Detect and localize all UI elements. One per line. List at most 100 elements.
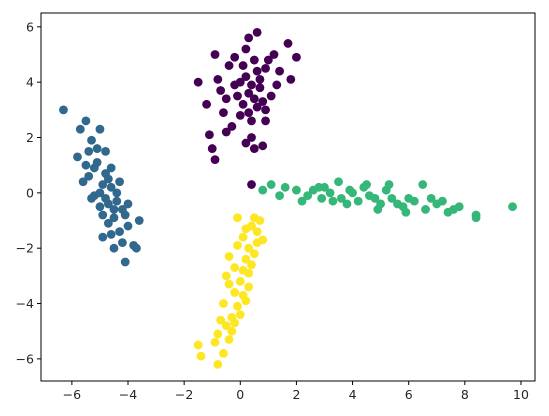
scatter-point bbox=[266, 91, 276, 101]
scatter-point bbox=[247, 133, 256, 142]
scatter-point bbox=[230, 52, 240, 62]
scatter-point bbox=[235, 110, 245, 120]
scatter-point bbox=[202, 99, 212, 109]
x-tick-label: 10 bbox=[513, 387, 529, 402]
scatter-point bbox=[266, 180, 276, 189]
scatter-point bbox=[258, 185, 268, 195]
scatter-point bbox=[84, 146, 94, 156]
scatter-point bbox=[249, 94, 259, 104]
y-tick-label: 2 bbox=[26, 130, 34, 145]
scatter-point bbox=[103, 174, 113, 184]
scatter-point bbox=[95, 202, 105, 212]
scatter-point bbox=[449, 205, 458, 214]
scatter-point bbox=[112, 196, 122, 206]
scatter-point bbox=[471, 213, 481, 223]
scatter-point bbox=[109, 243, 119, 253]
scatter-point bbox=[261, 105, 270, 115]
y-tick-label: −6 bbox=[16, 351, 34, 366]
scatter-point bbox=[115, 227, 124, 236]
scatter-point bbox=[221, 321, 231, 331]
scatter-point bbox=[98, 210, 108, 220]
y-tick-label: 0 bbox=[26, 185, 34, 200]
x-tick-label: 0 bbox=[236, 387, 244, 402]
scatter-point bbox=[109, 213, 119, 223]
scatter-point bbox=[404, 193, 414, 203]
scatter-point bbox=[233, 241, 242, 250]
scatter-point bbox=[241, 224, 251, 234]
scatter-point bbox=[320, 182, 329, 192]
scatter-point bbox=[78, 177, 88, 187]
scatter-point bbox=[132, 243, 141, 253]
scatter-point bbox=[213, 360, 223, 369]
scatter-point bbox=[95, 124, 105, 134]
scatter-point bbox=[81, 160, 91, 170]
scatter-point bbox=[227, 326, 237, 336]
scatter-point bbox=[89, 163, 99, 173]
scatter-point bbox=[59, 105, 68, 115]
scatter-point bbox=[193, 77, 203, 87]
scatter-point bbox=[244, 33, 254, 43]
scatter-point bbox=[98, 232, 108, 242]
scatter-point bbox=[101, 146, 110, 156]
y-tick-label: 4 bbox=[26, 75, 34, 90]
scatter-point bbox=[224, 61, 234, 70]
scatter-point bbox=[297, 196, 307, 206]
scatter-point bbox=[255, 216, 265, 225]
scatter-point bbox=[230, 318, 240, 328]
scatter-point bbox=[308, 185, 318, 195]
scatter-point bbox=[210, 155, 220, 165]
scatter-point bbox=[87, 193, 96, 203]
scatter-point bbox=[244, 282, 254, 292]
scatter-point bbox=[233, 91, 242, 101]
x-tick-label: −6 bbox=[63, 387, 81, 402]
scatter-point bbox=[421, 205, 430, 214]
scatter-point bbox=[508, 202, 517, 212]
scatter-point bbox=[224, 252, 234, 261]
scatter-point bbox=[205, 130, 214, 140]
scatter-point bbox=[269, 50, 279, 59]
scatter-point bbox=[292, 185, 301, 195]
plot-frame bbox=[40, 12, 536, 382]
scatter-point bbox=[426, 193, 436, 203]
scatter-point bbox=[87, 135, 96, 145]
scatter-point bbox=[238, 99, 248, 109]
scatter-point bbox=[280, 182, 290, 192]
scatter-point bbox=[221, 127, 231, 137]
scatter-point bbox=[252, 102, 262, 112]
scatter-point bbox=[384, 180, 394, 189]
scatter-point bbox=[115, 177, 124, 187]
scatter-point bbox=[247, 116, 256, 126]
scatter-point bbox=[238, 232, 248, 242]
scatter-point bbox=[230, 288, 240, 297]
scatter-point bbox=[230, 263, 240, 272]
scatter-point bbox=[95, 188, 105, 198]
scatter-point bbox=[241, 44, 251, 54]
scatter-point bbox=[216, 86, 226, 95]
scatter-point bbox=[247, 80, 256, 90]
scatter-point bbox=[249, 55, 259, 65]
x-tick-label: 8 bbox=[461, 387, 469, 402]
scatter-point bbox=[272, 80, 282, 90]
scatter-point bbox=[328, 196, 338, 206]
scatter-point bbox=[216, 315, 226, 325]
scatter-point bbox=[401, 207, 411, 217]
scatter-point bbox=[303, 191, 313, 201]
scatter-point bbox=[286, 75, 296, 84]
scatter-point bbox=[196, 351, 206, 361]
scatter-point bbox=[134, 216, 144, 225]
scatter-point bbox=[244, 268, 254, 278]
scatter-point bbox=[247, 260, 256, 270]
scatter-point bbox=[213, 329, 223, 339]
scatter-point bbox=[219, 108, 228, 118]
scatter-point bbox=[336, 193, 346, 203]
scatter-point bbox=[103, 218, 113, 228]
scatter-point bbox=[219, 299, 228, 308]
scatter-point bbox=[106, 229, 116, 239]
scatter-point bbox=[221, 94, 231, 104]
scatter-point bbox=[235, 276, 245, 286]
scatter-point bbox=[233, 213, 242, 223]
scatter-point bbox=[292, 52, 301, 62]
scatter-point bbox=[261, 116, 270, 126]
